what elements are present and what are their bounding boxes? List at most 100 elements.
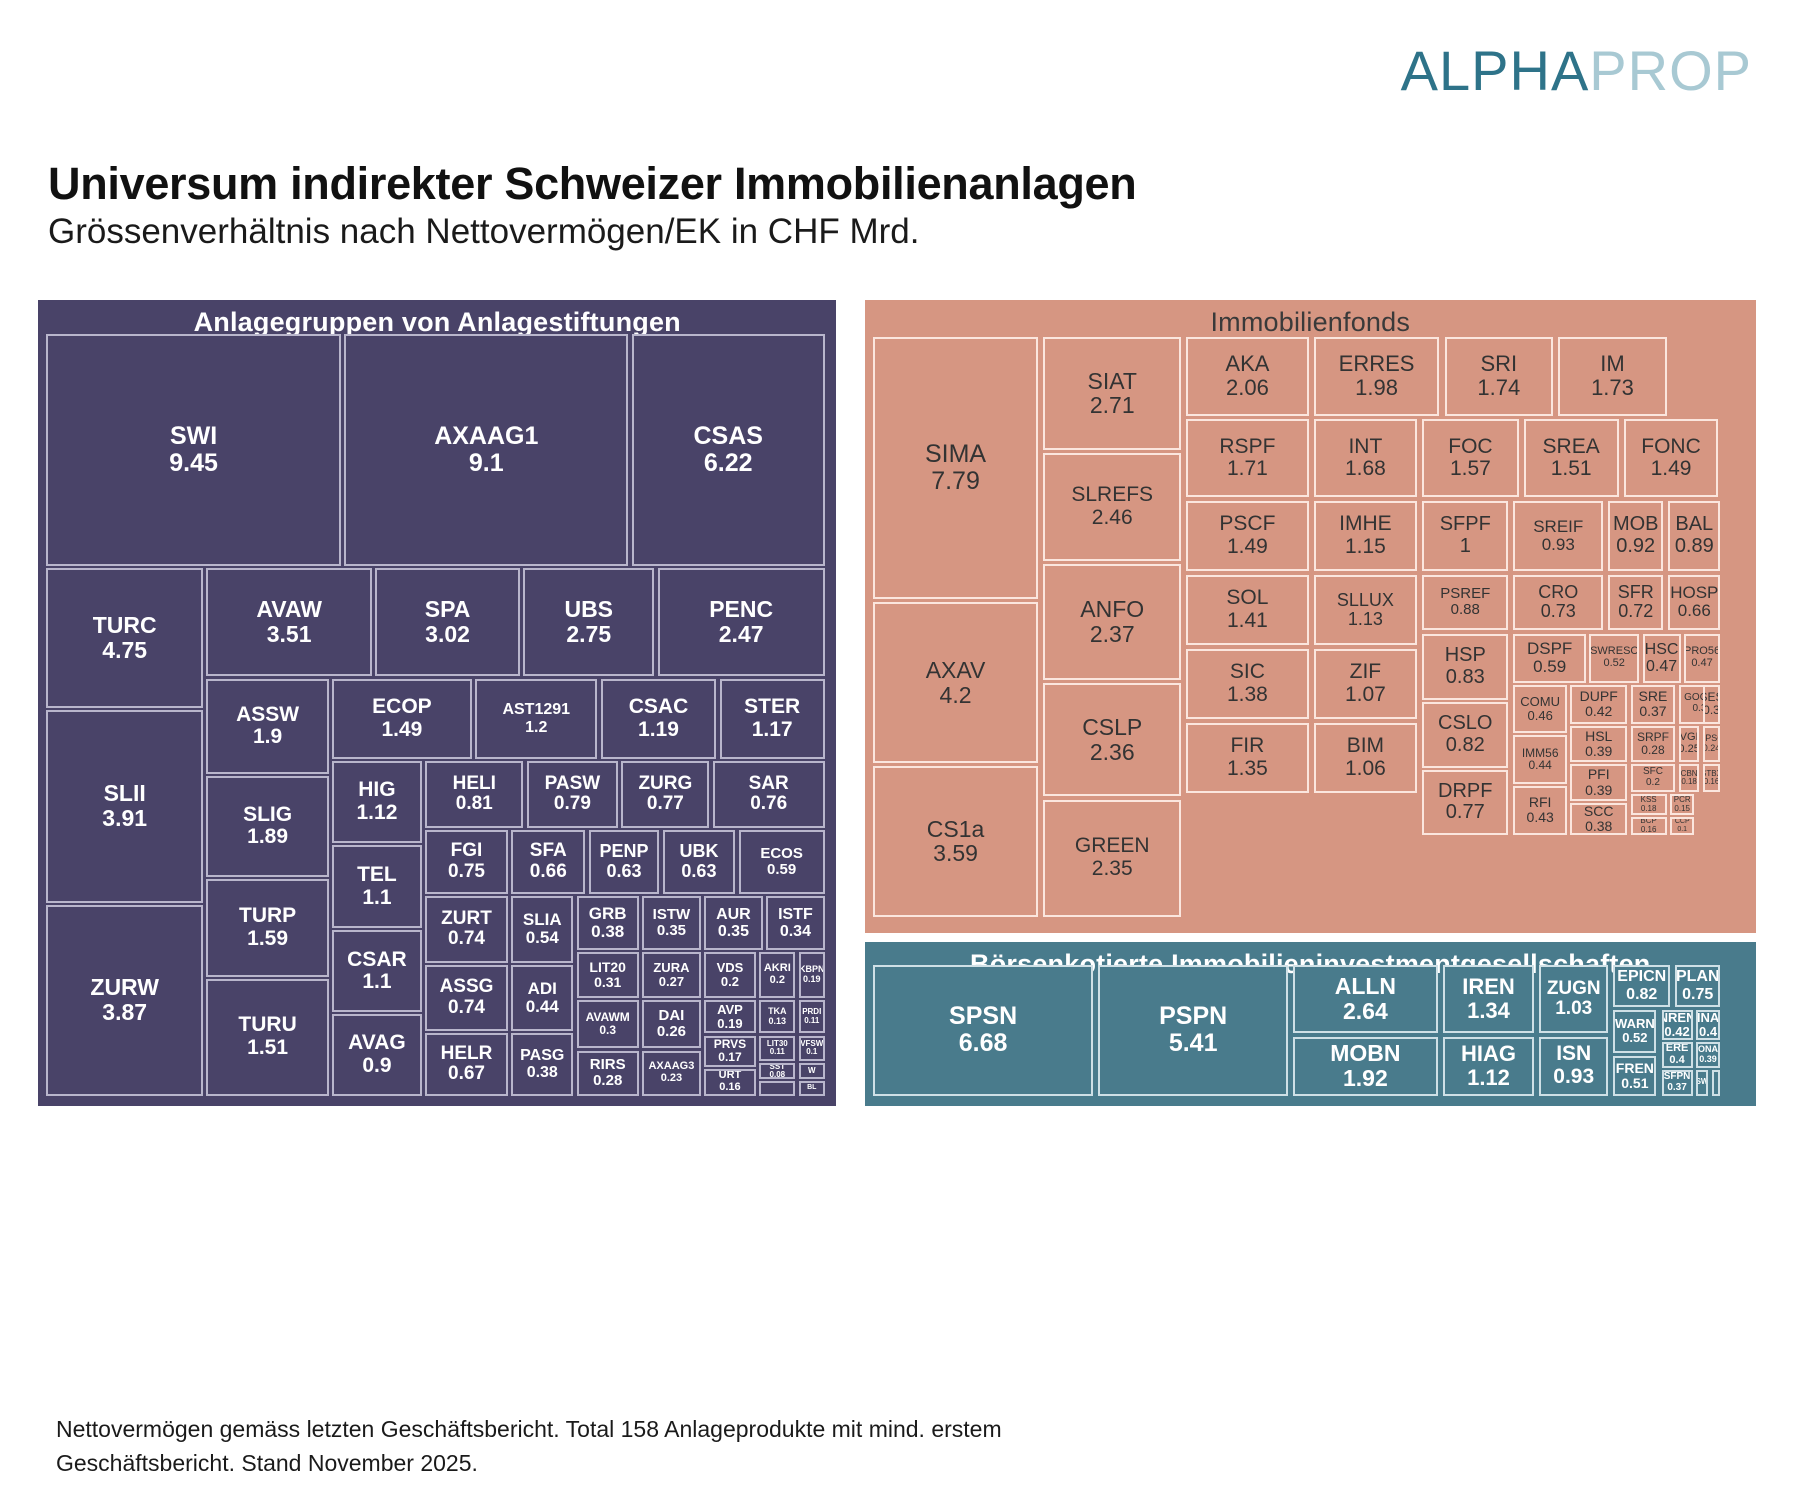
treemap-tile[interactable]: HSL 0.39	[1570, 725, 1628, 763]
treemap-tile[interactable]: GRB 0.38	[576, 896, 639, 950]
treemap-tile[interactable]: ASSW 1.9	[206, 678, 329, 774]
treemap-tile[interactable]: UBS 2.75	[523, 568, 655, 677]
treemap-tile[interactable]: SWI 9.45	[46, 334, 341, 566]
treemap-tile[interactable]: STBX0.16	[1702, 764, 1721, 793]
treemap-tile[interactable]: SFPF 1	[1422, 500, 1509, 572]
treemap-tile[interactable]: SREA 1.51	[1523, 419, 1619, 498]
treemap-tile[interactable]: PENP 0.63	[588, 829, 660, 895]
treemap-tile[interactable]: ISTF 0.34	[766, 896, 825, 950]
treemap-tile[interactable]: MOBN 1.92	[1293, 1036, 1438, 1096]
treemap-tile[interactable]: TURP 1.59	[206, 879, 329, 977]
treemap-tile[interactable]: HELR 0.67	[425, 1033, 508, 1096]
treemap-tile[interactable]: GREEN 2.35	[1043, 799, 1182, 917]
treemap-tile[interactable]: ADI 0.44	[511, 964, 574, 1032]
treemap-tile[interactable]: AST1291 1.2	[475, 678, 598, 759]
treemap-tile[interactable]: ECOS 0.59	[738, 829, 825, 895]
treemap-tile[interactable]: ISTW 0.35	[642, 896, 701, 950]
treemap-tile[interactable]: PASG 0.38	[511, 1033, 574, 1096]
treemap-tile[interactable]: W	[798, 1063, 825, 1080]
treemap-tile[interactable]: SCC 0.38	[1570, 802, 1628, 836]
treemap-tile[interactable]: TURU 1.51	[206, 978, 329, 1096]
treemap-tile[interactable]: CSAS 6.22	[631, 334, 825, 566]
treemap-tile[interactable]: ERRES 1.98	[1313, 336, 1440, 416]
treemap-tile[interactable]: FIR 1.35	[1186, 722, 1309, 794]
treemap-tile[interactable]: FONC 1.49	[1623, 419, 1719, 498]
treemap-tile[interactable]: AUR 0.35	[704, 896, 763, 950]
treemap-tile[interactable]: IMHE 1.15	[1313, 500, 1418, 572]
treemap-tile[interactable]	[1711, 1069, 1721, 1096]
treemap-tile[interactable]: HOSP 0.66	[1668, 574, 1721, 631]
treemap-tile[interactable]: KBPN 0.19	[798, 951, 825, 998]
treemap-tile[interactable]: IM 1.73	[1558, 336, 1667, 416]
treemap-tile[interactable]: UBK 0.63	[662, 829, 736, 895]
treemap-tile[interactable]: SWRESC 0.52	[1589, 633, 1640, 683]
treemap-tile[interactable]: SAR 0.76	[712, 761, 825, 828]
treemap-tile[interactable]: PSCF 1.49	[1186, 500, 1309, 572]
treemap-tile[interactable]: WARN 0.52	[1613, 1009, 1657, 1053]
treemap-tile[interactable]: ASSG 0.74	[425, 964, 508, 1032]
treemap-tile[interactable]: RIRS 0.28	[576, 1050, 639, 1096]
treemap-tile[interactable]: HSC 0.47	[1642, 633, 1681, 683]
treemap-tile[interactable]: SLII 3.91	[46, 709, 204, 903]
treemap-tile[interactable]: RFI 0.43	[1513, 785, 1567, 836]
treemap-tile[interactable]: AXAAG1 9.1	[344, 334, 629, 566]
treemap-tile[interactable]: PLAN 0.75	[1675, 964, 1721, 1007]
treemap-tile[interactable]: AVP 0.19	[704, 1000, 756, 1034]
treemap-tile[interactable]: SLIG 1.89	[206, 776, 329, 877]
treemap-tile[interactable]: IREN 1.34	[1442, 964, 1535, 1034]
treemap-tile[interactable]: SPSN 6.68	[872, 964, 1094, 1096]
treemap-tile[interactable]: FREN 0.51	[1613, 1055, 1657, 1096]
treemap-tile[interactable]: SIMA 7.79	[872, 336, 1039, 600]
treemap-tile[interactable]: ANFO 2.37	[1043, 563, 1182, 680]
treemap-tile[interactable]: AVAWM 0.3	[576, 1000, 639, 1049]
treemap-tile[interactable]: BL	[798, 1080, 825, 1096]
treemap-tile[interactable]: STER 1.17	[719, 678, 825, 759]
treemap-tile[interactable]: PRVS 0.17	[704, 1035, 756, 1067]
treemap-tile[interactable]: COMU 0.46	[1513, 684, 1567, 734]
treemap-tile[interactable]: SIC 1.38	[1186, 648, 1309, 720]
treemap-tile[interactable]: CRO 0.73	[1513, 574, 1603, 631]
treemap-tile[interactable]: TEL 1.1	[332, 844, 422, 929]
treemap-tile[interactable]	[759, 1080, 796, 1096]
treemap-tile[interactable]: SPA 3.02	[375, 568, 520, 677]
treemap-tile[interactable]: FGI 0.75	[425, 829, 508, 895]
treemap-tile[interactable]: ISN 0.93	[1539, 1036, 1609, 1096]
treemap-tile[interactable]: ZURA 0.27	[642, 951, 701, 998]
treemap-tile[interactable]: SREIF 0.93	[1513, 500, 1603, 572]
treemap-tile[interactable]: ZUGN 1.03	[1539, 964, 1609, 1034]
treemap-tile[interactable]: INA 0.4	[1696, 1009, 1721, 1040]
treemap-tile[interactable]: PENC 2.47	[657, 568, 825, 677]
treemap-tile[interactable]: SFR 0.72	[1608, 574, 1664, 631]
treemap-tile[interactable]: BAL 0.89	[1668, 500, 1721, 572]
treemap-tile[interactable]: BIM 1.06	[1313, 722, 1418, 794]
treemap-tile[interactable]: RSPF 1.71	[1186, 419, 1309, 498]
treemap-tile[interactable]: PSPN 5.41	[1098, 964, 1288, 1096]
treemap-tile[interactable]: AKRI 0.2	[759, 951, 796, 998]
treemap-tile[interactable]: NREN0.42	[1661, 1009, 1693, 1040]
treemap-tile[interactable]: SRI 1.74	[1444, 336, 1554, 416]
treemap-tile[interactable]: KSS 0.18	[1630, 794, 1667, 815]
treemap-tile[interactable]: DUPF 0.42	[1570, 684, 1628, 724]
treemap-tile[interactable]: CCP 0.1	[1670, 816, 1695, 836]
treemap-tile[interactable]: SOL 1.41	[1186, 574, 1309, 646]
treemap-tile[interactable]: TKA 0.13	[759, 1000, 796, 1034]
treemap-tile[interactable]: BCP 0.16	[1630, 816, 1667, 836]
treemap-tile[interactable]: VFSW 0.1	[798, 1035, 825, 1062]
treemap-tile[interactable]: DAI 0.26	[642, 1000, 701, 1049]
treemap-tile[interactable]: PRO56 0.47	[1683, 633, 1721, 683]
treemap-tile[interactable]: ALLN 2.64	[1293, 964, 1438, 1034]
treemap-tile[interactable]: AVAG 0.9	[332, 1014, 422, 1096]
treemap-tile[interactable]: TURC 4.75	[46, 568, 204, 708]
treemap-tile[interactable]: CS1a 3.59	[872, 766, 1039, 917]
treemap-tile[interactable]: SLREFS 2.46	[1043, 453, 1182, 561]
treemap-tile[interactable]: CSAR 1.1	[332, 930, 422, 1012]
treemap-tile[interactable]: PASW 0.79	[526, 761, 619, 828]
treemap-tile[interactable]: BONAN0.39	[1696, 1041, 1721, 1068]
treemap-tile[interactable]: SPSC0.24	[1702, 725, 1721, 763]
treemap-tile[interactable]: ERE 0.4	[1661, 1041, 1693, 1068]
treemap-tile[interactable]: SLLUX 1.13	[1313, 574, 1418, 646]
treemap-tile[interactable]: DSPF 0.59	[1513, 633, 1586, 683]
treemap-tile[interactable]: LIT30 0.11	[759, 1035, 796, 1062]
treemap-tile[interactable]: AKA 2.06	[1186, 336, 1309, 416]
treemap-tile[interactable]: PFI 0.39	[1570, 764, 1628, 801]
